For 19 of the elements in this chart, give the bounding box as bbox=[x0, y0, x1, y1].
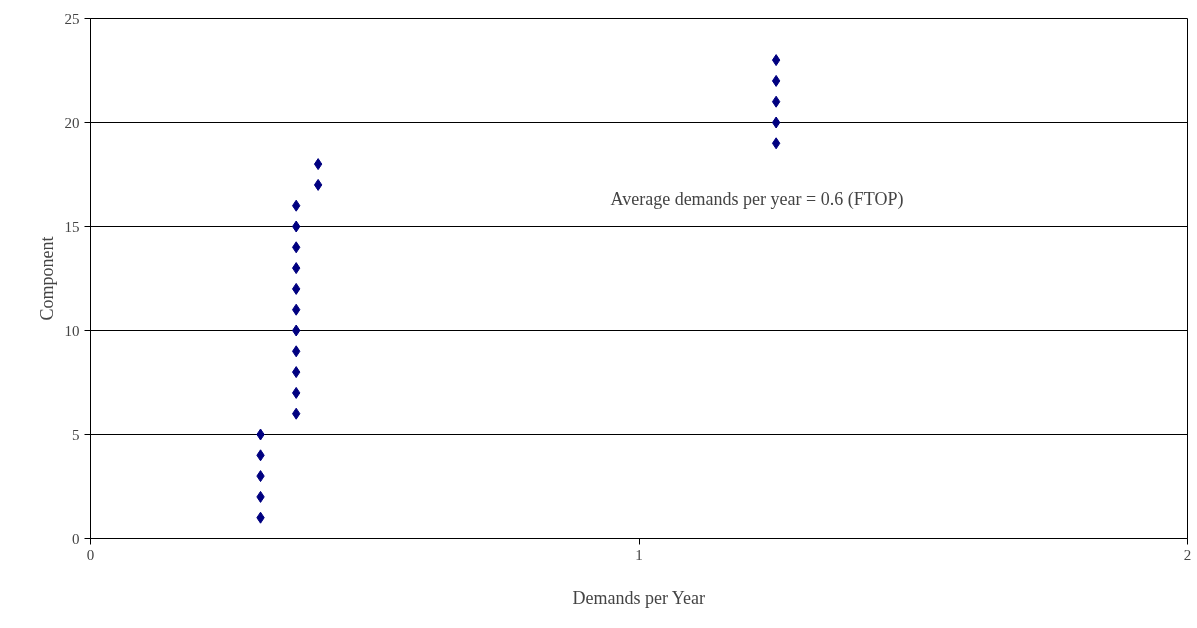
x-tick-label: 2 bbox=[1183, 546, 1192, 563]
y-tick-label: 25 bbox=[64, 10, 80, 27]
point bbox=[313, 158, 323, 171]
x-tick-label: 0 bbox=[86, 546, 95, 563]
point bbox=[771, 137, 781, 150]
point bbox=[771, 95, 781, 108]
point bbox=[771, 54, 781, 67]
y-tick-label: 0 bbox=[72, 530, 80, 547]
point bbox=[313, 178, 323, 191]
y-tick-label: 20 bbox=[64, 114, 80, 131]
point bbox=[771, 74, 781, 87]
annotation: Average demands per year = 0.6 (FTOP) bbox=[610, 188, 904, 210]
point bbox=[771, 116, 781, 129]
y-axis-title: Component bbox=[36, 236, 57, 321]
y-tick-label: 10 bbox=[64, 322, 80, 339]
x-tick-label: 1 bbox=[635, 546, 643, 563]
x-axis-title: Demands per Year bbox=[572, 587, 705, 608]
y-tick-label: 15 bbox=[64, 218, 80, 235]
y-tick-label: 5 bbox=[72, 426, 80, 443]
